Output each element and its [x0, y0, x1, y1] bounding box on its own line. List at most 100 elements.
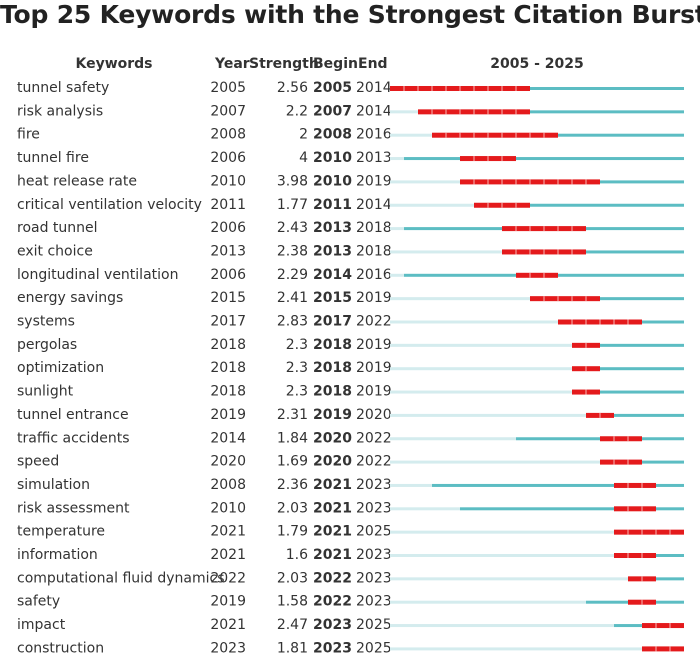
- burst-year-tick: [585, 366, 587, 372]
- end-value: 2018: [356, 243, 392, 259]
- burst-year-tick: [501, 109, 503, 115]
- year-value: 2006: [210, 150, 246, 166]
- keyword-label: risk analysis: [17, 103, 103, 119]
- burst-year-tick: [515, 202, 517, 208]
- header-end: End: [358, 56, 388, 72]
- burst-year-tick: [459, 109, 461, 115]
- burst-segment: [614, 506, 656, 512]
- begin-value: 2020: [313, 430, 352, 446]
- burst-year-tick: [473, 132, 475, 138]
- year-value: 2010: [210, 500, 246, 516]
- year-value: 2014: [210, 430, 246, 446]
- year-value: 2021: [210, 547, 246, 563]
- begin-value: 2021: [313, 547, 352, 563]
- begin-value: 2021: [313, 477, 352, 493]
- burst-year-tick: [669, 529, 671, 535]
- burst-row: speed 2020 1.69 2020 2022: [17, 454, 684, 470]
- strength-value: 2.03: [277, 570, 308, 586]
- burst-row: systems 2017 2.83 2017 2022: [17, 314, 684, 330]
- strength-value: 1.79: [277, 524, 308, 540]
- begin-value: 2010: [313, 173, 352, 189]
- inactive-segment: [390, 320, 558, 324]
- burst-row: heat release rate 2010 3.98 2010 2019: [17, 173, 684, 189]
- burst-year-tick: [417, 86, 419, 91]
- year-value: 2018: [210, 360, 246, 376]
- inactive-segment: [390, 390, 572, 394]
- burst-year-tick: [459, 86, 461, 91]
- keyword-label: pergolas: [17, 337, 77, 353]
- strength-value: 1.69: [277, 454, 308, 470]
- burst-year-tick: [473, 156, 475, 162]
- header-keywords: Keywords: [75, 56, 152, 72]
- begin-value: 2020: [313, 454, 352, 470]
- inactive-segment: [390, 624, 614, 628]
- active-segment: [502, 250, 684, 254]
- end-value: 2013: [356, 150, 392, 166]
- keyword-label: energy savings: [17, 290, 123, 306]
- inactive-segment: [390, 110, 418, 114]
- burst-year-tick: [501, 132, 503, 138]
- burst-row: safety 2019 1.58 2022 2023: [17, 594, 684, 610]
- burst-year-tick: [655, 529, 657, 535]
- inactive-segment: [390, 227, 404, 231]
- strength-value: 1.81: [277, 640, 308, 654]
- header-begin: Begin: [313, 56, 358, 72]
- burst-year-tick: [515, 109, 517, 115]
- burst-year-tick: [543, 296, 545, 302]
- burst-segment: [516, 272, 558, 278]
- header-year: Year: [214, 56, 250, 72]
- end-value: 2022: [356, 454, 392, 470]
- burst-year-tick: [487, 132, 489, 138]
- burst-row: risk analysis 2007 2.2 2007 2014: [17, 103, 684, 119]
- year-value: 2022: [210, 570, 246, 586]
- burst-year-tick: [613, 436, 615, 442]
- strength-value: 2.83: [277, 314, 308, 330]
- begin-value: 2018: [313, 337, 352, 353]
- end-value: 2019: [356, 173, 392, 189]
- burst-row: fire 2008 2 2008 2016: [17, 127, 684, 143]
- inactive-segment: [390, 577, 628, 581]
- burst-row: risk assessment 2010 2.03 2021 2023: [17, 500, 684, 516]
- year-value: 2018: [210, 384, 246, 400]
- burst-row: temperature 2021 1.79 2021 2025: [17, 524, 684, 540]
- burst-year-tick: [543, 179, 545, 185]
- inactive-segment: [390, 483, 432, 487]
- begin-value: 2018: [313, 360, 352, 376]
- inactive-segment: [390, 203, 474, 207]
- burst-row: longitudinal ventilation 2006 2.29 2014 2016: [17, 267, 684, 283]
- burst-year-tick: [655, 646, 657, 652]
- burst-row: critical ventilation velocity 2011 1.77 201…: [17, 197, 684, 213]
- begin-value: 2022: [313, 570, 352, 586]
- year-value: 2006: [210, 267, 246, 283]
- burst-year-tick: [403, 86, 405, 91]
- end-value: 2025: [356, 617, 392, 633]
- year-value: 2015: [210, 290, 246, 306]
- year-value: 2008: [210, 477, 246, 493]
- active-segment: [390, 87, 684, 90]
- strength-value: 1.6: [286, 547, 308, 563]
- strength-value: 2.47: [277, 617, 308, 633]
- year-value: 2013: [210, 243, 246, 259]
- active-segment: [418, 110, 684, 114]
- burst-year-tick: [571, 226, 573, 232]
- burst-row: simulation 2008 2.36 2021 2023: [17, 477, 684, 493]
- burst-year-tick: [501, 86, 503, 91]
- end-value: 2025: [356, 640, 392, 654]
- active-segment: [460, 507, 684, 511]
- begin-value: 2014: [313, 267, 352, 283]
- begin-value: 2021: [313, 500, 352, 516]
- keyword-label: sunlight: [17, 384, 74, 400]
- burst-year-tick: [641, 599, 643, 605]
- end-value: 2022: [356, 430, 392, 446]
- burst-row: optimization 2018 2.3 2018 2019: [17, 360, 684, 376]
- strength-value: 1.84: [277, 430, 308, 446]
- active-segment: [572, 390, 684, 394]
- burst-row: tunnel entrance 2019 2.31 2019 2020: [17, 407, 684, 423]
- inactive-segment: [390, 507, 460, 511]
- end-value: 2016: [356, 267, 392, 283]
- begin-value: 2010: [313, 150, 352, 166]
- end-value: 2022: [356, 314, 392, 330]
- burst-year-tick: [613, 319, 615, 325]
- year-value: 2023: [210, 640, 246, 654]
